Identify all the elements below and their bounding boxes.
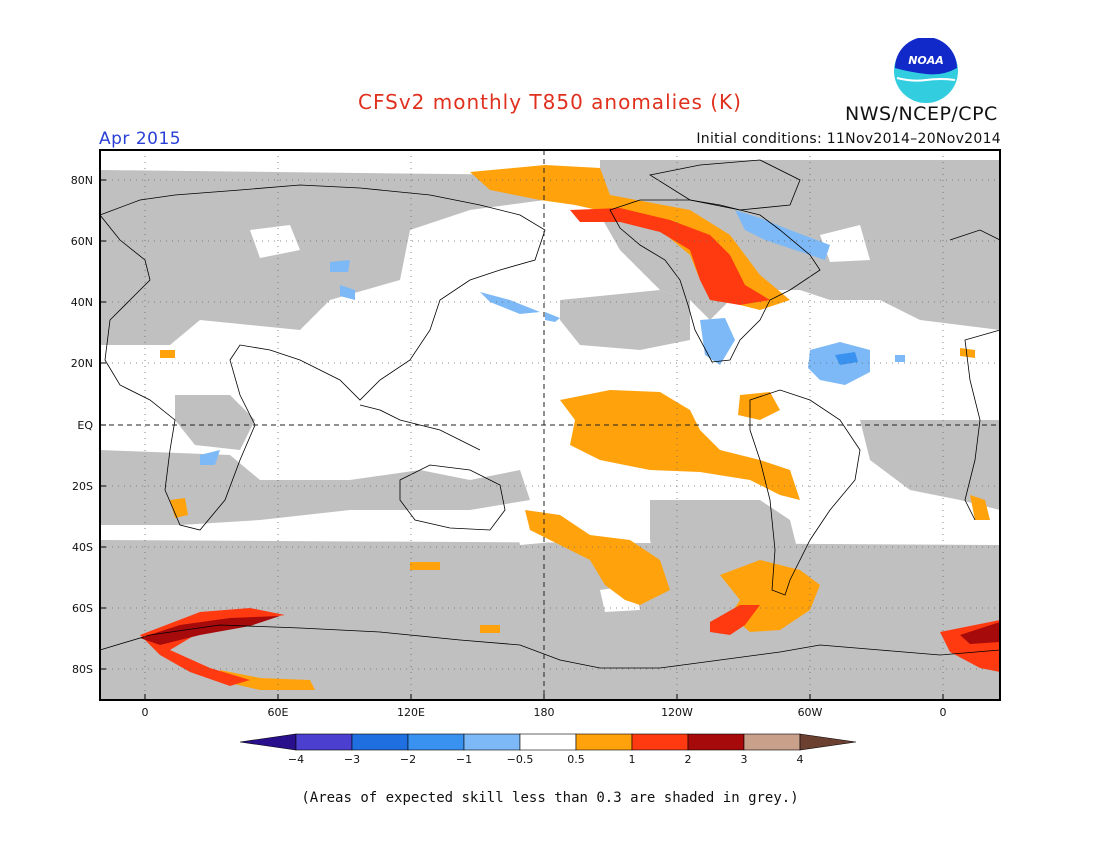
initial-conditions: Initial conditions: 11Nov2014–20Nov2014: [696, 131, 1001, 147]
longitude-labels: 0 60E 120E 180 120W 60W 0: [142, 706, 947, 719]
lon-label: 120W: [661, 706, 693, 719]
latitude-labels: 80N 60N 40N 20N EQ 20S 40S 60S 80S: [71, 174, 94, 676]
lat-label: 80S: [72, 663, 93, 676]
agency-label: NWS/NCEP/CPC: [845, 103, 998, 125]
lon-label: 0: [142, 706, 149, 719]
gridlines: [100, 150, 1000, 700]
lon-label: 60E: [268, 706, 289, 719]
colorbar-segment: [687, 733, 745, 751]
lon-label: 180: [534, 706, 555, 719]
lon-label: 120E: [397, 706, 425, 719]
colorbar-arrow-low: [239, 733, 297, 751]
anomaly-negative-0-5-to-1: [200, 210, 905, 465]
colorbar: −4 −3 −2 −1 −0.5 0.5 1 2 3 4: [239, 733, 857, 766]
colorbar-label: −3: [344, 753, 360, 766]
chart-title: CFSv2 monthly T850 anomalies (K): [358, 90, 742, 114]
colorbar-label: 1: [629, 753, 636, 766]
lat-label: 80N: [71, 174, 93, 187]
colorbar-label: 4: [797, 753, 804, 766]
noaa-logo-icon: NOAA: [894, 38, 958, 103]
anomaly-positive-2-to-3: [140, 616, 1000, 645]
colorbar-segment: [351, 733, 409, 751]
colorbar-label: −1: [456, 753, 472, 766]
lat-label: 20S: [72, 480, 93, 493]
colorbar-label: −0.5: [507, 753, 534, 766]
lat-label: 20N: [71, 357, 93, 370]
colorbar-segment: [519, 733, 577, 751]
caption: (Areas of expected skill less than 0.3 a…: [301, 790, 799, 806]
lat-label: EQ: [77, 419, 93, 432]
colorbar-segment: [743, 733, 801, 751]
lat-label: 60S: [72, 602, 93, 615]
logo-text: NOAA: [908, 54, 944, 67]
colorbar-segment: [407, 733, 465, 751]
colorbar-label: 3: [741, 753, 748, 766]
colorbar-segment: [295, 733, 353, 751]
lon-label: 0: [940, 706, 947, 719]
colorbar-label: 0.5: [567, 753, 585, 766]
lat-label: 60N: [71, 235, 93, 248]
forecast-period: Apr 2015: [99, 129, 182, 149]
colorbar-arrow-high: [799, 733, 857, 751]
colorbar-label: −2: [400, 753, 416, 766]
colorbar-segment: [631, 733, 689, 751]
colorbar-label: 2: [685, 753, 692, 766]
lon-label: 60W: [798, 706, 823, 719]
colorbar-label: −4: [288, 753, 304, 766]
lat-label: 40N: [71, 296, 93, 309]
axis-ticks: [100, 179, 944, 700]
skill-holes: [115, 225, 870, 612]
equator-dateline: [100, 150, 1000, 700]
lat-label: 40S: [72, 541, 93, 554]
colorbar-segment: [463, 733, 521, 751]
anomaly-negative-1-to-2: [835, 352, 858, 365]
colorbar-segment: [575, 733, 633, 751]
